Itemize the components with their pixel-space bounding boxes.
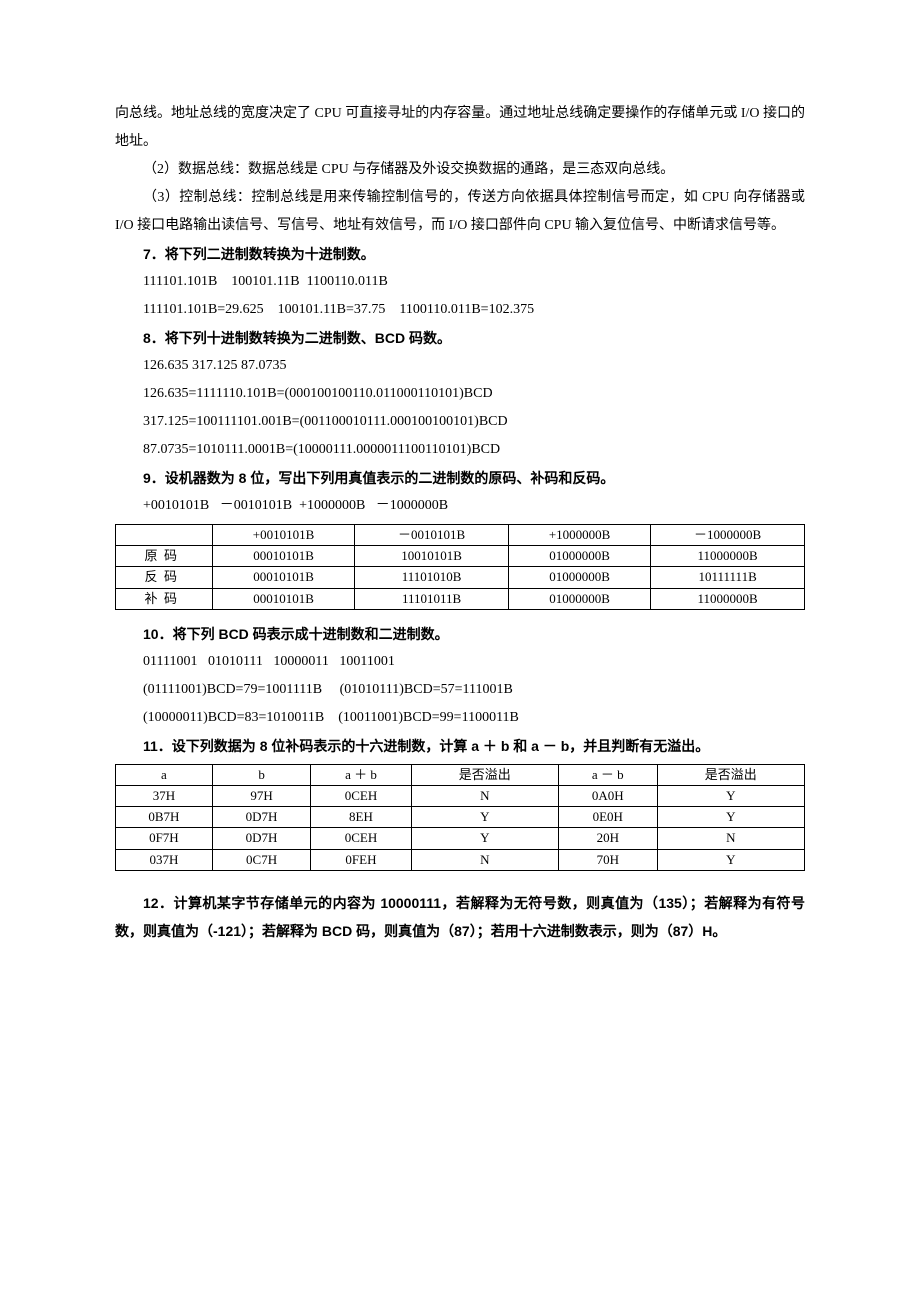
header-cell [116, 525, 213, 546]
q7-title: 7．将下列二进制数转换为十进制数。 [115, 240, 805, 268]
cell: 0D7H [212, 828, 311, 849]
table-row: 反码 00010101B 11101010B 01000000B 1011111… [116, 567, 805, 588]
cell: 00010101B [212, 546, 354, 567]
cell: 0FEH [311, 849, 411, 870]
row-label: 反码 [116, 567, 213, 588]
table-row: 0F7H 0D7H 0CEH Y 20H N [116, 828, 805, 849]
cell: 0F7H [116, 828, 213, 849]
cell: 10010101B [355, 546, 509, 567]
cell: 00010101B [212, 588, 354, 609]
table-row: 补码 00010101B 11101011B 01000000B 1100000… [116, 588, 805, 609]
table-row: 37H 97H 0CEH N 0A0H Y [116, 785, 805, 806]
intro-p2: （2）数据总线：数据总线是 CPU 与存储器及外设交换数据的通路，是三态双向总线… [115, 156, 805, 184]
header-cell: －1000000B [651, 525, 805, 546]
header-cell: +0010101B [212, 525, 354, 546]
header-cell: a ＋ b [311, 764, 411, 785]
q8-line1: 126.635 317.125 87.0735 [115, 352, 805, 380]
header-cell: －0010101B [355, 525, 509, 546]
header-cell: 是否溢出 [657, 764, 804, 785]
cell: 0B7H [116, 807, 213, 828]
cell: 10111111B [651, 567, 805, 588]
q11-title: 11．设下列数据为 8 位补码表示的十六进制数，计算 a ＋ b 和 a － b… [115, 732, 805, 760]
cell: 037H [116, 849, 213, 870]
table-row: 037H 0C7H 0FEH N 70H Y [116, 849, 805, 870]
cell: 01000000B [508, 567, 650, 588]
header-cell: a [116, 764, 213, 785]
cell: 8EH [311, 807, 411, 828]
cell: Y [411, 828, 558, 849]
cell: 11101011B [355, 588, 509, 609]
header-cell: a － b [559, 764, 658, 785]
cell: N [657, 828, 804, 849]
header-cell: +1000000B [508, 525, 650, 546]
table-header-row: a b a ＋ b 是否溢出 a － b 是否溢出 [116, 764, 805, 785]
q7-line2: 111101.101B=29.625 100101.11B=37.75 1100… [115, 296, 805, 324]
q8-title: 8．将下列十进制数转换为二进制数、BCD 码数。 [115, 324, 805, 352]
cell: 00010101B [212, 567, 354, 588]
q11-table: a b a ＋ b 是否溢出 a － b 是否溢出 37H 97H 0CEH N… [115, 764, 805, 871]
cell: 37H [116, 785, 213, 806]
cell: Y [657, 849, 804, 870]
intro-p3: （3）控制总线：控制总线是用来传输控制信号的，传送方向依据具体控制信号而定，如 … [115, 184, 805, 240]
cell: 01000000B [508, 546, 650, 567]
q8-line4: 87.0735=1010111.0001B=(10000111.00000111… [115, 436, 805, 464]
cell: 0E0H [559, 807, 658, 828]
cell: N [411, 785, 558, 806]
q8-line3: 317.125=100111101.001B=(001100010111.000… [115, 408, 805, 436]
header-cell: 是否溢出 [411, 764, 558, 785]
q9-table: +0010101B －0010101B +1000000B －1000000B … [115, 524, 805, 610]
cell: 20H [559, 828, 658, 849]
q10-line3: (10000011)BCD=83=1010011B (10011001)BCD=… [115, 704, 805, 732]
table-row: 原码 00010101B 10010101B 01000000B 1100000… [116, 546, 805, 567]
table-header-row: +0010101B －0010101B +1000000B －1000000B [116, 525, 805, 546]
cell: 0A0H [559, 785, 658, 806]
q12-text: 12．计算机某字节存储单元的内容为 10000111，若解释为无符号数，则真值为… [115, 889, 805, 945]
cell: Y [411, 807, 558, 828]
cell: 11101010B [355, 567, 509, 588]
cell: 0D7H [212, 807, 311, 828]
table-row: 0B7H 0D7H 8EH Y 0E0H Y [116, 807, 805, 828]
q10-title: 10．将下列 BCD 码表示成十进制数和二进制数。 [115, 620, 805, 648]
cell: 0CEH [311, 785, 411, 806]
q10-line2: (01111001)BCD=79=1001111B (01010111)BCD=… [115, 676, 805, 704]
q9-subtitle: +0010101B －0010101B +1000000B －1000000B [115, 492, 805, 520]
cell: Y [657, 785, 804, 806]
cell: 01000000B [508, 588, 650, 609]
cell: 0CEH [311, 828, 411, 849]
q10-line1: 01111001 01010111 10000011 10011001 [115, 648, 805, 676]
cell: 70H [559, 849, 658, 870]
cell: 11000000B [651, 588, 805, 609]
intro-p1: 向总线。地址总线的宽度决定了 CPU 可直接寻址的内存容量。通过地址总线确定要操… [115, 100, 805, 156]
header-cell: b [212, 764, 311, 785]
row-label: 原码 [116, 546, 213, 567]
cell: 11000000B [651, 546, 805, 567]
row-label: 补码 [116, 588, 213, 609]
cell: 97H [212, 785, 311, 806]
q7-line1: 111101.101B 100101.11B 1100110.011B [115, 268, 805, 296]
cell: 0C7H [212, 849, 311, 870]
q9-title: 9．设机器数为 8 位，写出下列用真值表示的二进制数的原码、补码和反码。 [115, 464, 805, 492]
q8-line2: 126.635=1111110.101B=(000100100110.01100… [115, 380, 805, 408]
cell: N [411, 849, 558, 870]
cell: Y [657, 807, 804, 828]
